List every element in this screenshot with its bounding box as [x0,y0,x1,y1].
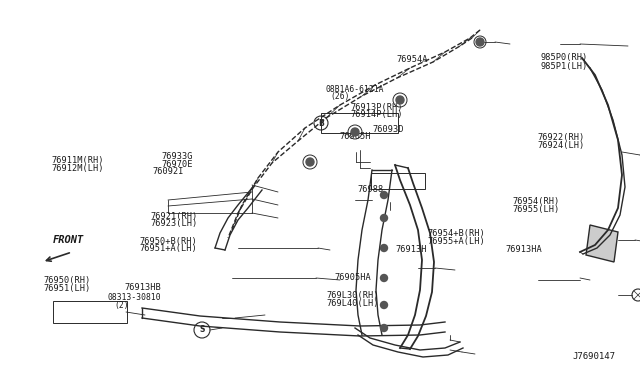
Text: 76923(LH): 76923(LH) [150,219,198,228]
Text: 76954A: 76954A [397,55,428,64]
Text: 76914P(LH): 76914P(LH) [351,110,403,119]
Text: 76951+A(LH): 76951+A(LH) [140,244,197,253]
Text: 76913HB: 76913HB [125,283,161,292]
Text: 76954+B(RH): 76954+B(RH) [428,229,485,238]
Circle shape [306,158,314,166]
Circle shape [476,38,484,46]
Text: 76913P(RH): 76913P(RH) [351,103,403,112]
Text: 76905H: 76905H [339,132,371,141]
Text: 76913HA: 76913HA [506,246,542,254]
Text: 76093D: 76093D [372,125,404,134]
Text: 76951(LH): 76951(LH) [44,284,91,293]
Text: S: S [199,326,205,334]
Text: 76092I: 76092I [152,167,184,176]
Text: 76955+A(LH): 76955+A(LH) [428,237,485,246]
Text: 985P1(LH): 985P1(LH) [541,62,588,71]
Circle shape [381,244,387,251]
Text: 769L40(LH): 769L40(LH) [326,299,379,308]
Text: 76912M(LH): 76912M(LH) [51,164,104,173]
Circle shape [381,275,387,282]
Text: 76924(LH): 76924(LH) [538,141,585,150]
Text: (26): (26) [330,92,349,101]
Text: 76988: 76988 [357,185,383,194]
Text: 08B1A6-6121A: 08B1A6-6121A [325,85,383,94]
Text: 76921(RH): 76921(RH) [150,212,198,221]
Circle shape [381,301,387,308]
FancyBboxPatch shape [321,113,398,133]
FancyBboxPatch shape [371,173,425,189]
Text: B: B [318,119,324,128]
Text: 76905HA: 76905HA [334,273,371,282]
Text: 76955(LH): 76955(LH) [512,205,559,214]
Text: 76913H: 76913H [396,246,427,254]
Text: J7690147: J7690147 [573,352,616,361]
Circle shape [351,128,359,136]
Circle shape [381,324,387,331]
Circle shape [381,192,387,199]
Text: 76950+B(RH): 76950+B(RH) [140,237,197,246]
Text: 769L30(RH): 769L30(RH) [326,291,379,300]
Circle shape [396,96,404,104]
Text: 76950(RH): 76950(RH) [44,276,91,285]
Text: 76933G: 76933G [161,153,193,161]
Text: 76954(RH): 76954(RH) [512,197,559,206]
Text: 76911M(RH): 76911M(RH) [51,156,104,165]
Text: 08313-30810: 08313-30810 [108,293,161,302]
Polygon shape [586,225,618,262]
Circle shape [381,215,387,221]
Text: FRONT: FRONT [52,235,84,245]
Text: 985P0(RH): 985P0(RH) [541,53,588,62]
FancyBboxPatch shape [53,301,127,323]
Text: 76970E: 76970E [161,160,193,169]
Text: 76922(RH): 76922(RH) [538,133,585,142]
Text: (2): (2) [114,301,129,310]
